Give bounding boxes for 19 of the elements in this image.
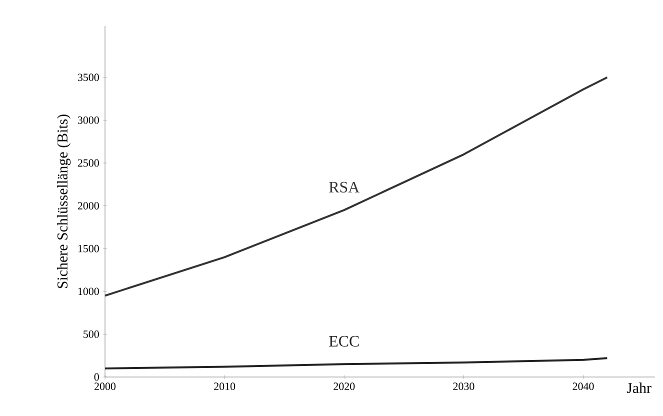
x-tick-label: 2040 [572, 382, 594, 390]
y-tick-label: 3000 [78, 116, 99, 124]
x-tick-label: 2010 [214, 382, 236, 390]
series-label: RSA [329, 182, 360, 193]
x-tick-label: 2000 [94, 382, 116, 390]
y-axis-title: Sichere Schlüssellänge (Bits) [57, 114, 71, 288]
series-label: ECC [329, 336, 359, 347]
line-series [104, 357, 608, 370]
x-tick-label: 2030 [453, 382, 474, 390]
y-tick-label: 3500 [78, 74, 99, 82]
y-tick-label: 2500 [78, 159, 99, 167]
y-tick-label: 0 [94, 373, 99, 381]
line-series [104, 76, 608, 297]
y-tick-label: 500 [84, 330, 99, 338]
y-tick-label: 1500 [78, 244, 99, 252]
x-tick-label: 2020 [334, 382, 355, 390]
y-tick-label: 1000 [78, 288, 99, 296]
x-axis-title: Jahr [626, 382, 652, 394]
y-tick-label: 2000 [78, 202, 99, 210]
